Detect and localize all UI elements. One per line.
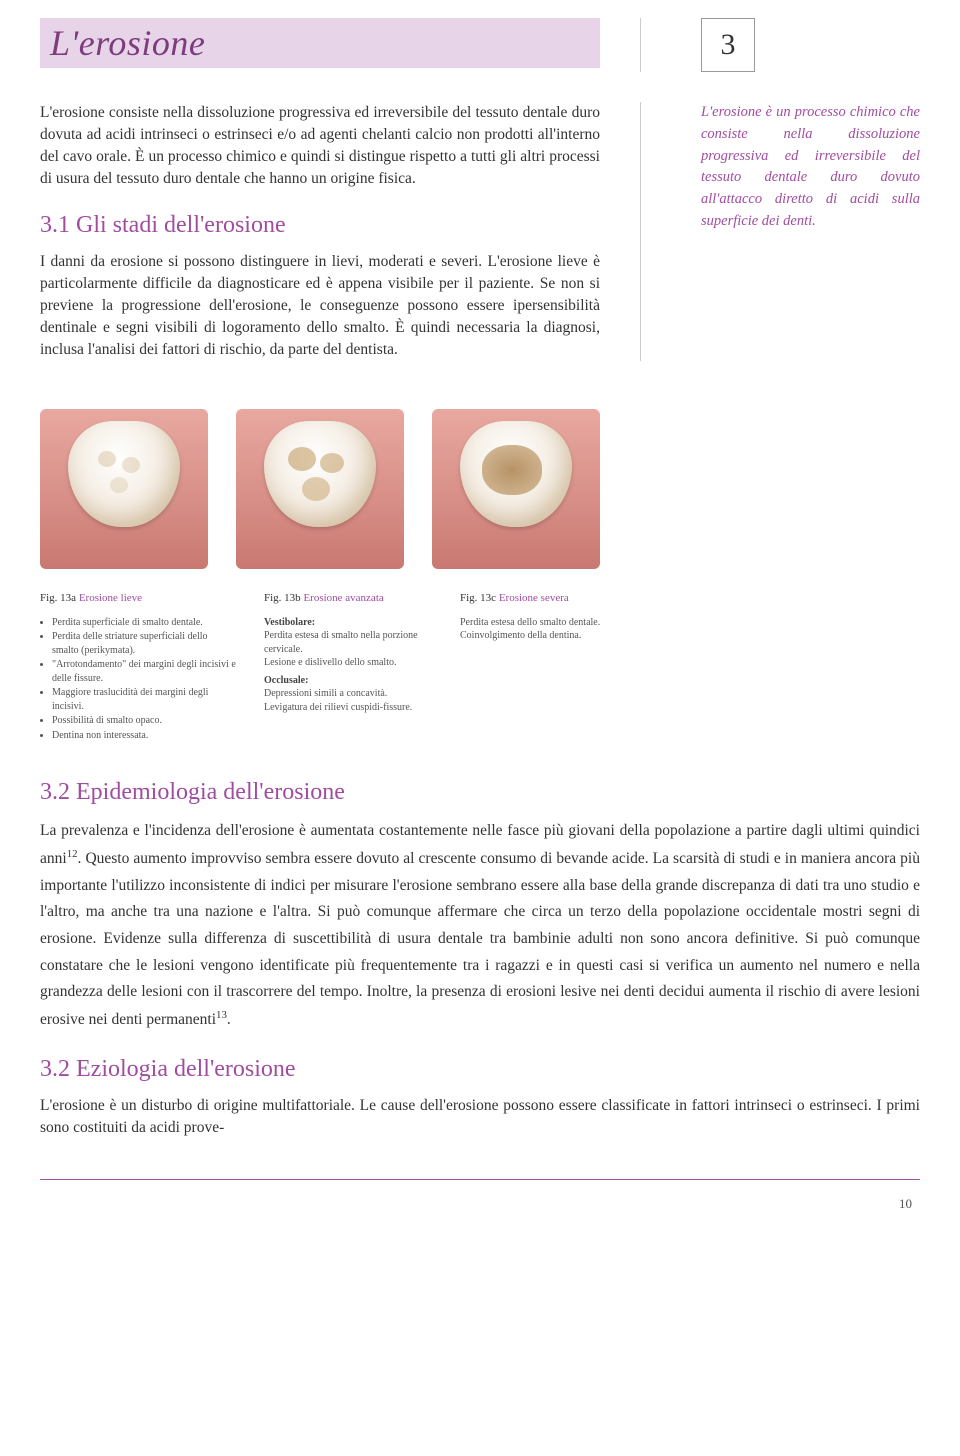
figure-13a-image <box>40 409 208 569</box>
section-3-2b-title: 3.2 Eziologia dell'erosione <box>40 1056 920 1083</box>
figure-13c-image <box>432 409 600 569</box>
caption-13b-accent: Erosione avanzata <box>303 592 383 604</box>
side-note-text: L'erosione è un processo chimico che con… <box>701 102 920 233</box>
ref-13: 13 <box>216 1009 227 1021</box>
caption-13a: Fig. 13a Erosione lieve Perdita superfic… <box>40 591 236 743</box>
chapter-title-band: L'erosione <box>40 18 600 68</box>
list-item: Possibilità di smalto opaco. <box>52 714 236 728</box>
chapter-number-box: 3 <box>701 18 755 72</box>
section-3-1-title: 3.1 Gli stadi dell'erosione <box>40 212 600 239</box>
side-column: L'erosione è un processo chimico che con… <box>681 102 920 361</box>
caption-13c-title: Fig. 13c Erosione severa <box>460 591 628 606</box>
caption-13a-list: Perdita superficiale di smalto dentale. … <box>40 616 236 743</box>
caption-13c-text: Perdita estesa dello smalto dentale. Coi… <box>460 616 628 643</box>
footer-rule <box>40 1179 920 1180</box>
body-mid: . Questo aumento improvviso sembra esser… <box>40 850 920 1028</box>
caption-13b-vestibolare-label: Vestibolare: <box>264 616 432 630</box>
caption-13c-prefix: Fig. 13c <box>460 592 499 604</box>
caption-13c: Fig. 13c Erosione severa Perdita estesa … <box>460 591 628 743</box>
caption-13b-occlusale-label: Occlusale: <box>264 674 432 688</box>
column-divider <box>640 102 641 361</box>
section-3-2b-body: L'erosione è un disturbo di origine mult… <box>40 1095 920 1139</box>
section-3-2a-title: 3.2 Epidemiologia dell'erosione <box>40 779 920 806</box>
caption-13b: Fig. 13b Erosione avanzata Vestibolare: … <box>264 591 432 743</box>
caption-13c-accent: Erosione severa <box>499 592 569 604</box>
chapter-title: L'erosione <box>50 22 590 64</box>
section-3-1-body: I danni da erosione si possono distingue… <box>40 251 600 361</box>
vertical-divider <box>640 18 641 72</box>
caption-13a-title: Fig. 13a Erosione lieve <box>40 591 236 606</box>
intro-paragraph: L'erosione consiste nella dissoluzione p… <box>40 102 600 190</box>
ref-12: 12 <box>67 848 78 860</box>
page-header: L'erosione 3 <box>40 18 920 72</box>
tooth-mild-icon <box>68 421 180 527</box>
main-column: L'erosione consiste nella dissoluzione p… <box>40 102 600 361</box>
list-item: Maggiore traslucidità dei margini degli … <box>52 686 236 713</box>
body-post: . <box>227 1011 231 1028</box>
caption-13a-accent: Erosione lieve <box>79 592 142 604</box>
tooth-severe-icon <box>460 421 572 527</box>
caption-13b-title: Fig. 13b Erosione avanzata <box>264 591 432 606</box>
list-item: Perdita superficiale di smalto dentale. <box>52 616 236 630</box>
intro-columns: L'erosione consiste nella dissoluzione p… <box>40 102 920 361</box>
section-3-2a-body: La prevalenza e l'incidenza dell'erosion… <box>40 818 920 1034</box>
tooth-advanced-icon <box>264 421 376 527</box>
caption-13b-occlusale-text: Depressioni simili a concavità. Levigatu… <box>264 687 432 714</box>
figures-row <box>40 409 920 569</box>
caption-13a-prefix: Fig. 13a <box>40 592 79 604</box>
list-item: Dentina non interessata. <box>52 729 236 743</box>
caption-13b-vestibolare-text: Perdita estesa di smalto nella porzione … <box>264 629 432 670</box>
list-item: Perdita delle striature superficiali del… <box>52 630 236 657</box>
page-number: 10 <box>40 1196 920 1212</box>
section-3-2a: 3.2 Epidemiologia dell'erosione La preva… <box>40 779 920 1034</box>
caption-13b-prefix: Fig. 13b <box>264 592 303 604</box>
list-item: "Arrotondamento" dei margini degli incis… <box>52 658 236 685</box>
captions-row: Fig. 13a Erosione lieve Perdita superfic… <box>40 591 920 743</box>
section-3-2b: 3.2 Eziologia dell'erosione L'erosione è… <box>40 1056 920 1139</box>
figure-13b-image <box>236 409 404 569</box>
